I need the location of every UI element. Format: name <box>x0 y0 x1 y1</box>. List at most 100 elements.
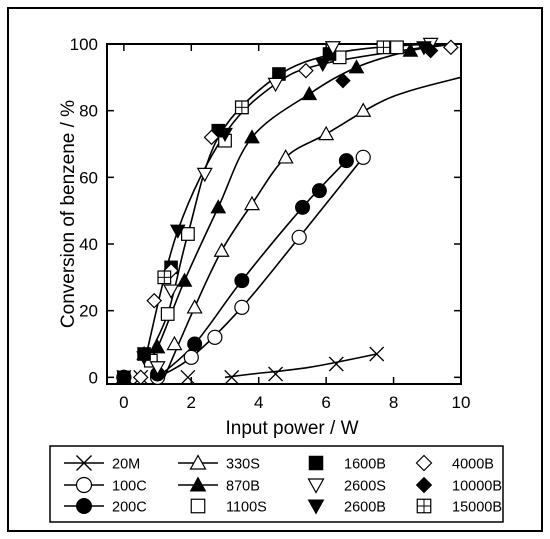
series-1100s <box>143 40 404 368</box>
legend: 20M 100C 200C 330S 870B 1100S 1600B 2600S 2600B 4… <box>49 445 504 523</box>
legend-marker <box>416 498 432 514</box>
data-point <box>376 40 391 55</box>
legend-label: 200C <box>112 500 147 516</box>
data-point <box>213 242 230 257</box>
data-point <box>243 195 260 211</box>
data-point <box>234 273 250 289</box>
data-point <box>187 336 203 352</box>
y-tick-label: 80 <box>79 102 98 121</box>
data-point <box>328 356 344 372</box>
data-point <box>176 272 193 287</box>
data-point <box>244 129 260 144</box>
x-axis-title: Input power / W <box>225 418 358 439</box>
x-tick-label: 2 <box>187 393 196 412</box>
legend-label: 100C <box>112 479 147 495</box>
data-point <box>149 361 166 376</box>
data-point <box>268 366 284 382</box>
data-point <box>117 370 131 385</box>
y-tick-label: 0 <box>89 368 98 387</box>
legend-item-1100s: 1100S <box>190 498 267 516</box>
legend-marker <box>189 454 207 470</box>
legend-item-10000b: 10000B <box>415 476 502 495</box>
data-point <box>183 349 199 365</box>
data-point <box>369 346 385 362</box>
data-point <box>166 335 183 351</box>
data-point <box>267 77 284 93</box>
data-point <box>291 229 307 245</box>
trend-curve <box>224 353 377 379</box>
data-point <box>311 183 327 199</box>
legend-label: 1600B <box>344 457 386 473</box>
legend-label: 2600B <box>344 500 386 516</box>
legend-item-2600b: 2600B <box>307 499 386 516</box>
legend-label: 15000B <box>452 500 502 516</box>
series-870b <box>136 42 419 361</box>
legend-marker <box>308 455 324 471</box>
legend-label: 330S <box>226 457 260 473</box>
legend-label: 1100S <box>226 500 267 516</box>
legend-marker <box>190 498 206 514</box>
y-tick-label: 100 <box>70 35 98 54</box>
data-point <box>298 62 314 79</box>
data-point <box>149 339 166 354</box>
legend-marker <box>76 455 92 471</box>
data-point <box>163 284 180 299</box>
legend-marker <box>307 499 325 515</box>
data-point <box>355 102 372 117</box>
legend-item-20m: 20M <box>64 455 140 473</box>
legend-marker <box>307 478 325 494</box>
legend-item-4000b: 4000B <box>415 454 494 473</box>
data-point <box>210 199 227 214</box>
series-2600s <box>149 37 439 376</box>
legend-item-100c: 100C <box>64 476 147 495</box>
marker-stroke <box>224 369 240 385</box>
data-point <box>422 42 439 59</box>
data-point <box>196 167 213 183</box>
series-4000b <box>132 39 459 386</box>
x-tick-label: 6 <box>321 393 330 412</box>
data-point <box>146 292 163 309</box>
legend-label: 4000B <box>452 457 494 473</box>
legend-marker <box>76 498 92 514</box>
data-point <box>136 351 152 366</box>
data-point <box>324 41 341 56</box>
data-point <box>207 329 223 345</box>
data-point <box>443 39 459 56</box>
legend-item-15000b: 15000B <box>416 498 502 516</box>
y-axis-title: Conversion of benzene / % <box>58 100 79 328</box>
data-point <box>181 227 195 241</box>
legend-item-1600b: 1600B <box>308 455 386 473</box>
data-point <box>234 100 249 115</box>
data-point <box>301 85 318 101</box>
legend-marker <box>189 476 207 492</box>
marker-stroke <box>369 346 385 362</box>
data-point <box>335 72 351 89</box>
data-point <box>402 42 419 57</box>
legend-item-870b: 870B <box>178 476 260 495</box>
legend-marker <box>415 454 433 472</box>
data-point <box>217 127 233 143</box>
legend-marker <box>415 476 433 494</box>
x-tick-label: 10 <box>452 393 471 412</box>
legend-item-200c: 200C <box>64 498 147 516</box>
x-tick-label: 4 <box>254 393 263 412</box>
data-point <box>314 57 331 73</box>
y-tick-label: 60 <box>79 168 98 187</box>
data-point <box>295 199 311 215</box>
data-point <box>186 299 203 314</box>
legend-item-330s: 330S <box>178 454 260 473</box>
series-10000b <box>335 42 439 89</box>
legend-marker <box>75 476 93 494</box>
y-tick-label: 40 <box>79 235 98 254</box>
marker-stroke <box>76 455 92 471</box>
y-tick-label: 20 <box>79 302 98 321</box>
plot-area <box>106 43 462 385</box>
data-point <box>180 369 196 385</box>
legend-label: 2600S <box>344 479 386 495</box>
data-point <box>203 129 220 146</box>
legend-label: 10000B <box>452 479 502 495</box>
data-point <box>132 369 149 386</box>
data-point <box>277 149 294 164</box>
data-point <box>338 153 354 169</box>
